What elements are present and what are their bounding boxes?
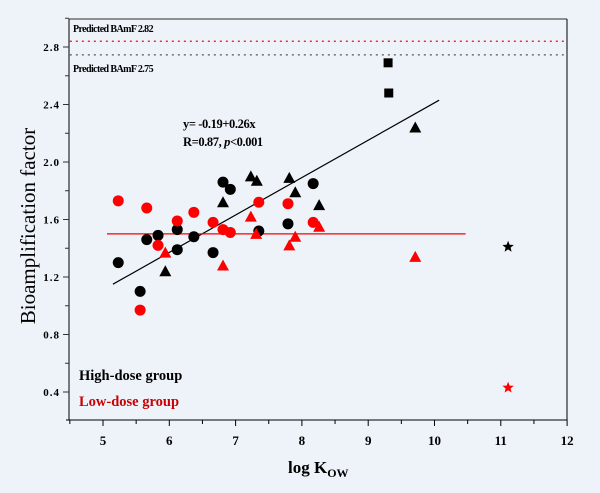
high-dose-triangle-point <box>283 171 296 183</box>
high-dose-triangle-point <box>159 265 172 277</box>
x-tick-label-6: 6 <box>166 433 173 448</box>
low-dose-triangle-point <box>289 230 302 242</box>
high-dose-triangle-point <box>313 199 326 211</box>
high-dose-triangle-point <box>244 170 257 182</box>
high-dose-triangle-point <box>409 121 422 133</box>
low-dose-triangle-point <box>283 239 296 251</box>
low-dose-triangle-point <box>159 246 172 258</box>
y-tick-label-2.4: 2.4 <box>43 100 60 112</box>
high-dose-circle-point <box>224 183 236 195</box>
low-dose-circle-point <box>171 215 183 227</box>
low-dose-circle-point <box>207 216 219 228</box>
high-dose-circle-point <box>171 244 183 256</box>
low-dose-star-point <box>502 381 514 393</box>
x-tick-label-8: 8 <box>299 433 306 448</box>
high-dose-circle-point <box>282 218 294 230</box>
low-dose-triangle-point <box>244 210 257 222</box>
low-dose-triangle-point <box>409 250 422 262</box>
y-tick-label-2: 2.0 <box>43 157 60 169</box>
low-dose-circle-point <box>134 304 146 316</box>
y-tick-label-1.6: 1.6 <box>43 215 60 227</box>
low-dose-circle-point <box>253 196 265 208</box>
x-axis-ticks: 5 6 7 8 9 10 11 12 <box>69 420 574 448</box>
low-dose-triangle-point <box>313 220 326 232</box>
y-tick-label-2.8: 2.8 <box>43 42 60 54</box>
predicted-275-label: Predicted BAmF 2.75 <box>73 64 154 75</box>
low-dose-circle-point <box>282 198 294 210</box>
x-axis-label: log KOW <box>288 458 349 480</box>
high-dose-circle-point <box>207 247 219 259</box>
x-tick-label-5: 5 <box>100 433 107 448</box>
y-tick-label-0.8: 0.8 <box>43 330 60 342</box>
data-points <box>112 58 514 393</box>
r-value: R=0.87, <box>183 135 224 149</box>
x-tick-label-9: 9 <box>365 433 372 448</box>
low-dose-circle-point <box>112 195 124 207</box>
high-dose-circle-point <box>188 231 200 243</box>
low-dose-circle-point <box>152 239 164 251</box>
high-dose-circle-point <box>171 224 183 236</box>
low-dose-circle-point <box>188 206 200 218</box>
high-dose-triangle-point <box>289 186 302 198</box>
high-dose-circle-point <box>152 229 164 241</box>
low-dose-circle-point <box>224 226 236 238</box>
high-dose-circle-point <box>307 178 319 190</box>
high-dose-star-point <box>502 240 514 252</box>
low-dose-triangle-point <box>250 227 263 239</box>
high-dose-circle-point <box>217 176 229 188</box>
x-axis-label-subscript: OW <box>327 466 348 480</box>
regression-equation: y= -0.19+0.26x <box>183 117 256 131</box>
reference-lines <box>69 40 568 285</box>
low-dose-circle-point <box>307 216 319 228</box>
y-tick-label-1.2: 1.2 <box>43 272 60 284</box>
high-dose-triangle-point <box>250 174 263 186</box>
x-tick-label-10: 10 <box>428 433 441 448</box>
x-tick-label-12: 12 <box>561 433 574 448</box>
high-dose-triangle-point <box>217 196 230 208</box>
low-dose-triangle-point <box>217 259 230 271</box>
high-dose-circle-point <box>112 257 124 269</box>
high-dose-square-point <box>383 58 393 68</box>
high-dose-circle-point <box>134 285 146 297</box>
y-axis-ticks: 0.4 0.8 1.2 1.6 2.0 2.4 2.8 <box>43 17 69 399</box>
x-tick-label-11: 11 <box>495 433 507 448</box>
legend-low-dose: Low-dose group <box>79 394 179 410</box>
y-tick-label-0.4: 0.4 <box>43 387 60 399</box>
p-value: <0.001 <box>230 135 263 149</box>
legend-high-dose: High-dose group <box>79 368 182 384</box>
x-tick-label-7: 7 <box>232 433 239 448</box>
regression-stats: R=0.87, p<0.001 <box>183 135 263 149</box>
high-dose-circle-point <box>141 234 153 246</box>
low-dose-circle-point <box>141 202 153 214</box>
predicted-282-label: Predicted BAmF 2.82 <box>73 24 154 35</box>
high-dose-square-point <box>384 88 394 98</box>
p-label: p <box>223 135 230 149</box>
x-axis-label-main: log K <box>288 458 328 477</box>
y-axis-label: Bioamplification factor <box>16 128 40 325</box>
